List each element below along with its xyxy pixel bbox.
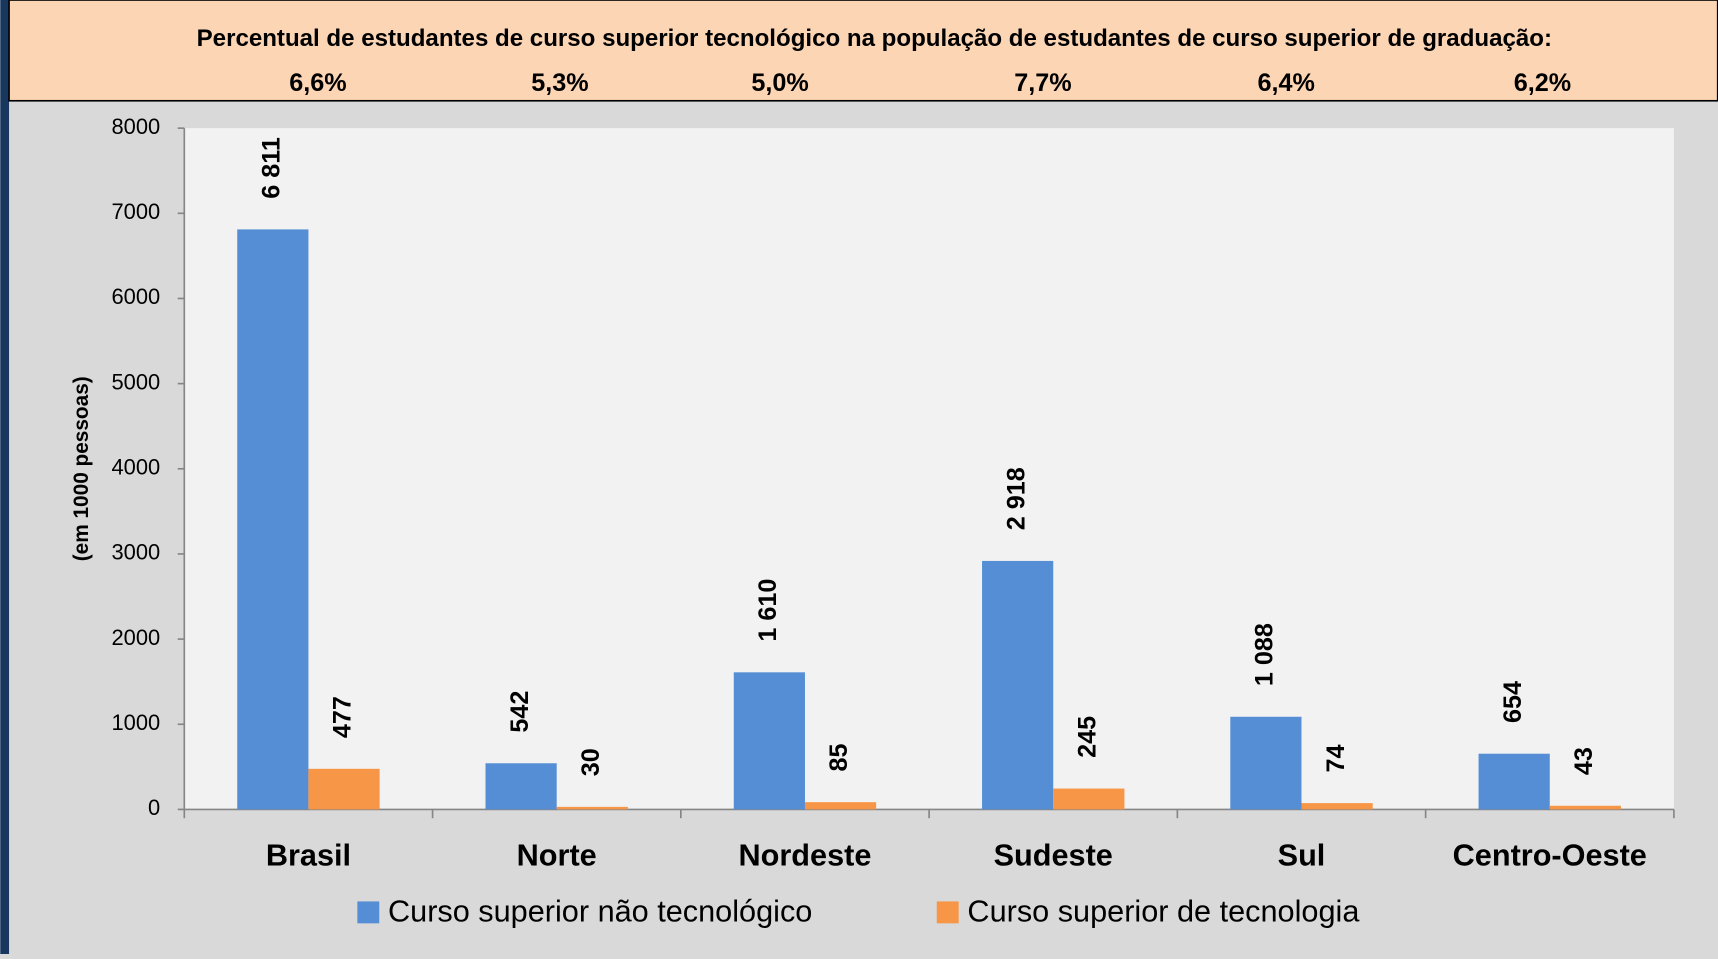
data-label: 6 811 — [257, 137, 285, 199]
header-percentage: 7,7% — [1014, 69, 1071, 97]
legend-swatch — [357, 901, 380, 924]
side-strip — [0, 0, 10, 954]
bar — [982, 560, 1054, 810]
y-tick-label: 5000 — [112, 369, 161, 394]
y-tick-label: 2000 — [112, 625, 161, 650]
bar — [1230, 716, 1302, 810]
data-label: 1 088 — [1251, 623, 1279, 686]
data-label: 654 — [1499, 681, 1527, 723]
bar — [733, 672, 805, 810]
header-title: Percentual de estudantes de curso superi… — [197, 25, 1552, 52]
data-label: 1 610 — [754, 579, 782, 642]
x-tick-label: Sudeste — [994, 839, 1113, 873]
x-tick-label: Centro-Oeste — [1453, 839, 1647, 873]
x-tick-label: Norte — [517, 839, 597, 873]
bar — [1053, 788, 1125, 810]
bar — [1478, 753, 1550, 810]
header-band — [8, 0, 1718, 102]
bar — [804, 802, 877, 810]
legend-swatch — [936, 901, 959, 924]
bar — [556, 806, 628, 810]
bar — [237, 229, 309, 810]
data-label: 2 918 — [1002, 467, 1030, 530]
header-percentage: 6,2% — [1514, 69, 1571, 97]
header-percentage: 5,3% — [531, 69, 588, 97]
y-tick-label: 4000 — [112, 455, 161, 480]
bar — [1301, 803, 1373, 810]
data-label: 43 — [1570, 747, 1598, 775]
legend-label: Curso superior de tecnologia — [967, 895, 1360, 929]
data-label: 74 — [1322, 744, 1350, 772]
data-label: 245 — [1073, 716, 1101, 758]
bar — [485, 763, 557, 810]
header-percentage: 6,6% — [289, 69, 346, 97]
x-tick-label: Nordeste — [739, 839, 872, 873]
y-tick-label: 0 — [148, 795, 160, 820]
data-label: 85 — [825, 743, 853, 771]
data-label: 542 — [506, 691, 534, 733]
y-tick-label: 1000 — [112, 710, 161, 735]
data-label: 30 — [577, 748, 605, 776]
y-tick-label: 7000 — [112, 199, 161, 224]
bar — [1549, 805, 1621, 810]
y-tick-label: 3000 — [112, 540, 161, 565]
legend-label: Curso superior não tecnológico — [388, 895, 812, 929]
x-tick-label: Sul — [1278, 839, 1326, 873]
header-percentage: 5,0% — [751, 69, 808, 97]
x-tick-label: Brasil — [266, 839, 351, 873]
bar — [308, 768, 380, 810]
plot-area — [184, 128, 1674, 810]
header-percentage: 6,4% — [1257, 69, 1314, 97]
y-axis-label: (em 1000 pessoas) — [70, 376, 93, 561]
y-tick-label: 8000 — [112, 114, 161, 139]
data-label: 477 — [329, 696, 357, 738]
y-tick-label: 6000 — [112, 284, 161, 309]
